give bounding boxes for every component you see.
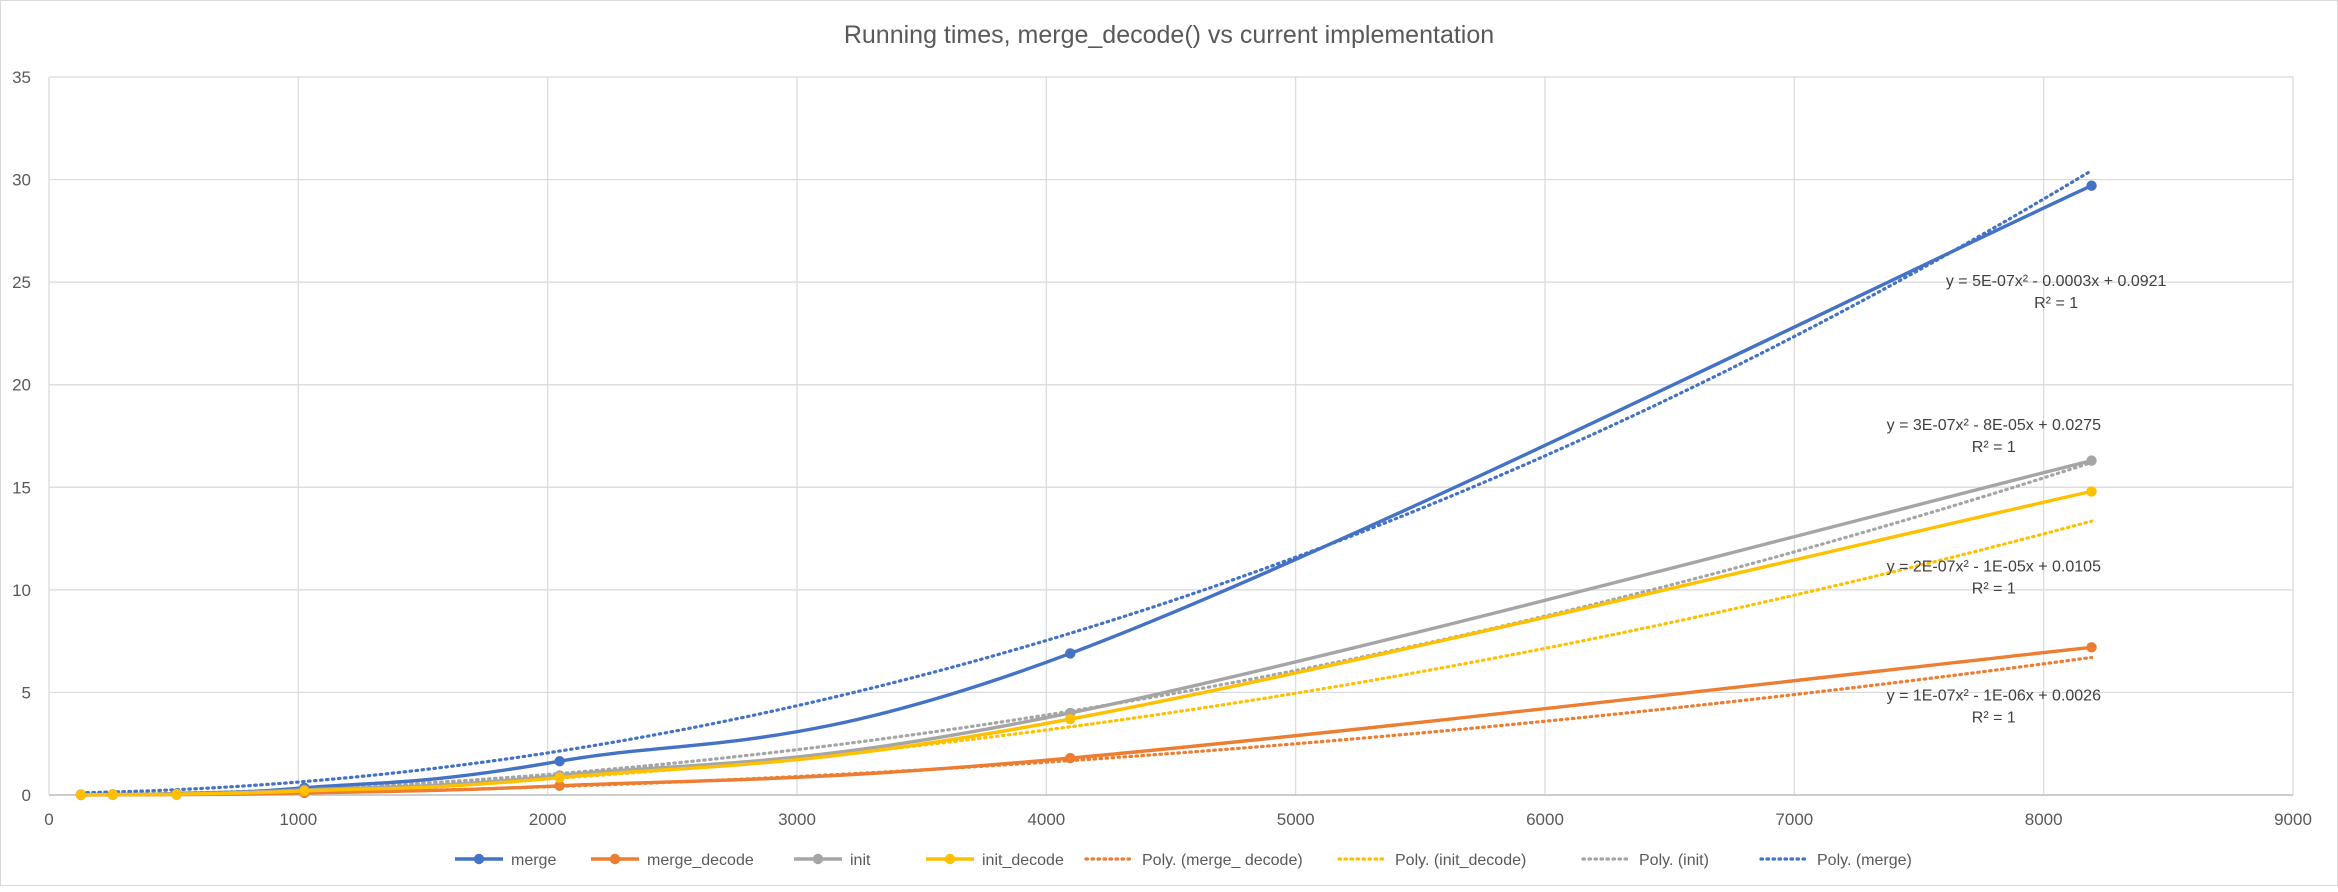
legend-label: Poly. (merge_ decode)	[1142, 852, 1303, 869]
data-point-init-decode-1024	[299, 785, 310, 797]
equation-label-1: y = 3E-07x² - 8E-05x + 0.0275 R² = 1	[1887, 417, 2101, 456]
r-squared-text: R² = 1	[1972, 439, 2016, 456]
data-point-init-decode-512	[171, 788, 182, 800]
data-point-merge-decode-2048	[554, 780, 565, 791]
data-point-merge-decode-8192	[2086, 642, 2097, 653]
series-lines	[79, 184, 2094, 797]
equation-label-3: y = 1E-07x² - 1E-06x + 0.0026 R² = 1	[1887, 688, 2101, 727]
x-tick-label-5000: 5000	[1277, 810, 1315, 829]
legend-marker	[609, 853, 621, 865]
x-tick-label-2000: 2000	[529, 810, 567, 829]
x-tick-label-9000: 9000	[2274, 810, 2312, 829]
data-point-merge-8192	[2086, 180, 2097, 191]
y-tick-label-35: 35	[12, 68, 31, 87]
x-tick-label-3000: 3000	[778, 810, 816, 829]
chart-title: Running times, merge_decode() vs current…	[844, 21, 1494, 49]
axes: 0 1000 2000 3000 4000 5000 6000 7000 8000 9000 0 5 1…	[12, 68, 2312, 829]
x-tick-label-6000: 6000	[1526, 810, 1564, 829]
legend-marker	[944, 853, 956, 865]
legend-label: merge	[511, 852, 556, 869]
trendlines	[79, 168, 2094, 797]
legend-label: init	[850, 852, 871, 869]
data-point-init-decode-128	[75, 789, 87, 800]
legend-label: Poly. (init_decode)	[1395, 852, 1526, 869]
legend-label: Poly. (init)	[1639, 852, 1709, 869]
y-tick-label-15: 15	[12, 478, 31, 497]
x-tick-label-1000: 1000	[279, 810, 317, 829]
legend-label: merge_decode	[647, 852, 754, 869]
equation-text: y = 5E-07x² - 0.0003x + 0.0921	[1946, 273, 2167, 290]
data-point-init-decode-2048	[554, 772, 565, 783]
y-tick-label-25: 25	[12, 273, 31, 292]
x-tick-label-7000: 7000	[1775, 810, 1813, 829]
equation-text: y = 2E-07x² - 1E-05x + 0.0105	[1887, 558, 2101, 575]
legend-marker	[473, 853, 485, 865]
data-point-merge-4096	[1065, 648, 1076, 659]
y-tick-label-20: 20	[12, 376, 31, 395]
equation-label-2: y = 2E-07x² - 1E-05x + 0.0105 R² = 1	[1887, 558, 2101, 597]
data-point-init-8192	[2086, 455, 2097, 466]
legend-item-poly-init: Poly. (init)	[1581, 852, 1709, 869]
r-squared-text: R² = 1	[1972, 710, 2016, 727]
legend-marker	[812, 853, 824, 865]
legend: merge merge_decode init init_decode Poly. (m…	[455, 852, 1912, 869]
r-squared-text: R² = 1	[2034, 295, 2078, 312]
legend-label: init_decode	[982, 852, 1064, 869]
r-squared-text: R² = 1	[1972, 580, 2016, 597]
legend-item-poly-init-decode: Poly. (init_decode)	[1337, 852, 1526, 869]
data-point-init-decode-256	[107, 789, 119, 800]
data-points	[75, 180, 2097, 801]
series-line-merge	[79, 184, 2094, 797]
data-point-merge-2048	[554, 755, 565, 767]
equation-label-0: y = 5E-07x² - 0.0003x + 0.0921 R² = 1	[1946, 273, 2167, 312]
y-tick-label-0: 0	[22, 786, 31, 805]
legend-item-poly-merge-decode: Poly. (merge_ decode)	[1084, 852, 1303, 869]
data-point-init-decode-4096	[1065, 713, 1076, 725]
legend-item-init-decode: init_decode	[926, 852, 1064, 869]
y-tick-label-30: 30	[12, 171, 31, 190]
equation-text: y = 3E-07x² - 8E-05x + 0.0275	[1887, 417, 2101, 434]
y-tick-label-5: 5	[22, 683, 31, 702]
x-tick-label-0: 0	[44, 810, 53, 829]
legend-item-merge: merge	[455, 852, 556, 869]
x-tick-label-4000: 4000	[1027, 810, 1065, 829]
data-point-init-decode-8192	[2086, 486, 2097, 497]
trendline-poly-merge	[79, 168, 2094, 795]
data-point-merge-decode-4096	[1065, 752, 1076, 764]
legend-item-poly-merge: Poly. (merge)	[1759, 852, 1912, 869]
x-tick-label-8000: 8000	[2025, 810, 2063, 829]
legend-label: Poly. (merge)	[1817, 852, 1912, 869]
equation-text: y = 1E-07x² - 1E-06x + 0.0026	[1887, 688, 2101, 705]
series-line-merge-decode	[79, 645, 2094, 797]
legend-item-init: init	[794, 852, 871, 869]
y-tick-label-10: 10	[12, 581, 31, 600]
legend-item-merge-decode: merge_decode	[591, 852, 754, 869]
